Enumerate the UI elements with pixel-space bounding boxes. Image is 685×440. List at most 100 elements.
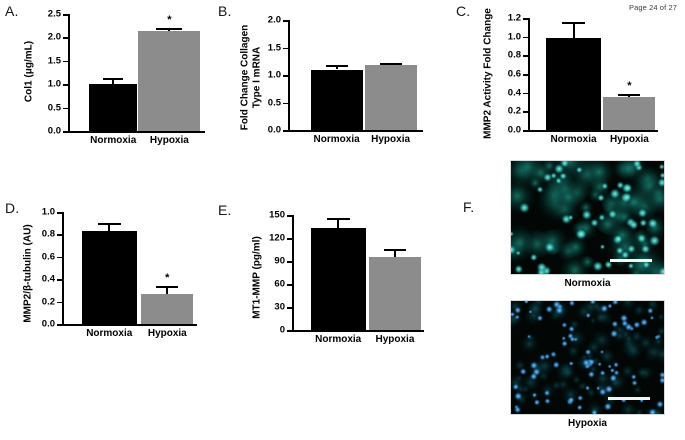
y-tick — [287, 330, 292, 332]
panel-a-ylabel: Col1 (μg/mL) — [23, 40, 35, 103]
y-tick — [283, 75, 288, 77]
y-tick-label: 1.0 — [47, 78, 61, 90]
y-tick — [287, 215, 292, 217]
y-axis-line — [292, 215, 294, 330]
y-tick-label: 0.8 — [41, 228, 55, 240]
y-tick — [63, 131, 68, 133]
error-cap-hypoxia — [156, 285, 179, 288]
panel-f-letter: F. — [463, 199, 475, 215]
y-tick-label: 60 — [274, 278, 285, 290]
y-tick-label: 0.0 — [267, 124, 281, 136]
y-axis-line — [68, 14, 70, 131]
x-category-label: Hypoxia — [375, 334, 415, 345]
panel-e-ylabel: MT1-MMP (pg/ml) — [251, 236, 263, 319]
y-tick — [523, 36, 528, 39]
x-axis-line — [528, 130, 658, 132]
x-axis-line — [68, 131, 205, 133]
error-cap-hypoxia — [379, 63, 402, 66]
y-tick — [523, 55, 528, 57]
y-tick-label: 0.6 — [41, 251, 55, 263]
x-axis-line — [288, 130, 423, 132]
x-category-label: Normoxia — [90, 135, 137, 146]
micrograph-hypoxia-wrap: Hypoxia — [510, 300, 665, 429]
y-tick — [63, 37, 68, 39]
y-tick — [57, 279, 62, 281]
x-category-label: Normoxia — [550, 134, 597, 145]
y-tick — [523, 18, 528, 20]
y-tick-label: 0.6 — [507, 68, 521, 80]
panel-c-letter: C. — [456, 3, 471, 19]
y-tick-label: 2.0 — [267, 14, 281, 26]
y-tick — [57, 324, 62, 326]
y-tick — [287, 261, 292, 263]
y-tick — [283, 130, 288, 132]
error-bar-hypoxia — [393, 248, 396, 258]
y-tick — [287, 238, 292, 240]
y-tick-label: 1.2 — [507, 12, 521, 24]
bar-normoxia — [310, 69, 363, 130]
plot-area-a: 0.0 0.5 1.0 1.5 2.0 2.5 Normoxia * Hypoxia — [48, 9, 205, 146]
panel-d-letter: D. — [5, 200, 20, 216]
error-bar-normoxia — [112, 78, 115, 85]
y-tick-label: 90 — [274, 255, 285, 267]
y-tick — [523, 74, 528, 76]
y-tick — [283, 102, 288, 105]
y-tick — [57, 212, 62, 214]
y-tick-label: 120 — [269, 232, 285, 244]
chart-b: 0.0 0.5 1.0 1.5 2.0 Normoxia Hypoxia — [268, 15, 423, 145]
error-cap-hypoxia — [618, 93, 641, 96]
y-tick — [57, 256, 62, 259]
significance-marker-hypoxia: * — [627, 79, 632, 92]
micrograph-hypoxia-canvas — [511, 301, 664, 414]
error-cap-normoxia — [325, 65, 348, 68]
y-tick-label: 0.8 — [507, 49, 521, 61]
y-tick — [287, 307, 292, 309]
y-tick-label: 0.0 — [41, 318, 55, 330]
bar-normoxia — [81, 231, 137, 324]
panel-b: B. 0.0 0.5 1.0 1.5 2.0 Normoxia Hypoxia Fold C… — [215, 0, 450, 160]
bar-normoxia — [310, 228, 366, 330]
panel-a: A. 0.0 0.5 1.0 1.5 2.0 2.5 Normoxia * Hypoxia Co… — [0, 0, 230, 160]
y-axis-line — [528, 18, 530, 130]
error-cap-normoxia — [561, 21, 586, 24]
y-tick-label: 1.0 — [507, 31, 521, 43]
bar-normoxia — [546, 37, 601, 130]
error-bar-normoxia — [572, 21, 575, 38]
x-axis-line — [62, 324, 197, 326]
page-header: Page 24 of 27 — [628, 3, 677, 12]
plot-area-c: 0.0 0.2 0.4 0.6 0.8 1.0 1.2 Normoxia * Hypoxia — [508, 13, 658, 145]
micrograph-hypoxia[interactable] — [510, 300, 665, 415]
error-bar-normoxia — [335, 65, 338, 70]
panel-c-ylabel: MMP2 Activity Fold Change — [482, 8, 494, 139]
y-tick-label: 2.0 — [47, 31, 61, 43]
micrograph-normoxia-caption: Normoxia — [564, 278, 611, 289]
scale-bar-normoxia — [610, 259, 652, 262]
y-tick — [283, 20, 288, 22]
bar-hypoxia — [368, 257, 421, 330]
y-tick — [523, 130, 528, 132]
y-tick-label: 0.5 — [267, 97, 281, 108]
y-tick-label: 1.5 — [47, 55, 61, 67]
y-tick-label: 30 — [274, 301, 285, 313]
y-tick-label: 0.0 — [47, 125, 61, 137]
y-tick — [287, 284, 292, 286]
panel-d: D. 0.0 0.2 0.4 0.6 0.8 1.0 Normoxia * Hypoxia MM… — [0, 190, 230, 350]
error-cap-normoxia — [97, 223, 121, 226]
x-category-label: Hypoxia — [149, 135, 189, 146]
error-cap-normoxia — [103, 78, 124, 81]
micrograph-normoxia[interactable] — [510, 160, 665, 275]
chart-d: 0.0 0.2 0.4 0.6 0.8 1.0 Normoxia * Hypoxia — [42, 207, 197, 339]
x-category-label: Hypoxia — [609, 134, 649, 145]
y-tick-label: 2.5 — [47, 8, 61, 20]
plot-area-d: 0.0 0.2 0.4 0.6 0.8 1.0 Normoxia * Hypoxia — [42, 207, 197, 339]
bar-hypoxia — [138, 31, 201, 131]
y-tick-label: 0.5 — [47, 102, 61, 114]
significance-marker-hypoxia: * — [165, 271, 170, 284]
panel-a-letter: A. — [5, 3, 19, 19]
micrograph-hypoxia-caption: Hypoxia — [568, 418, 607, 429]
error-cap-hypoxia — [156, 27, 183, 30]
panel-c: C. 0.0 0.2 0.4 0.6 0.8 1.0 1.2 Normoxia * Hypoxia… — [450, 0, 685, 160]
error-cap-normoxia — [326, 218, 350, 221]
y-tick — [63, 60, 68, 63]
